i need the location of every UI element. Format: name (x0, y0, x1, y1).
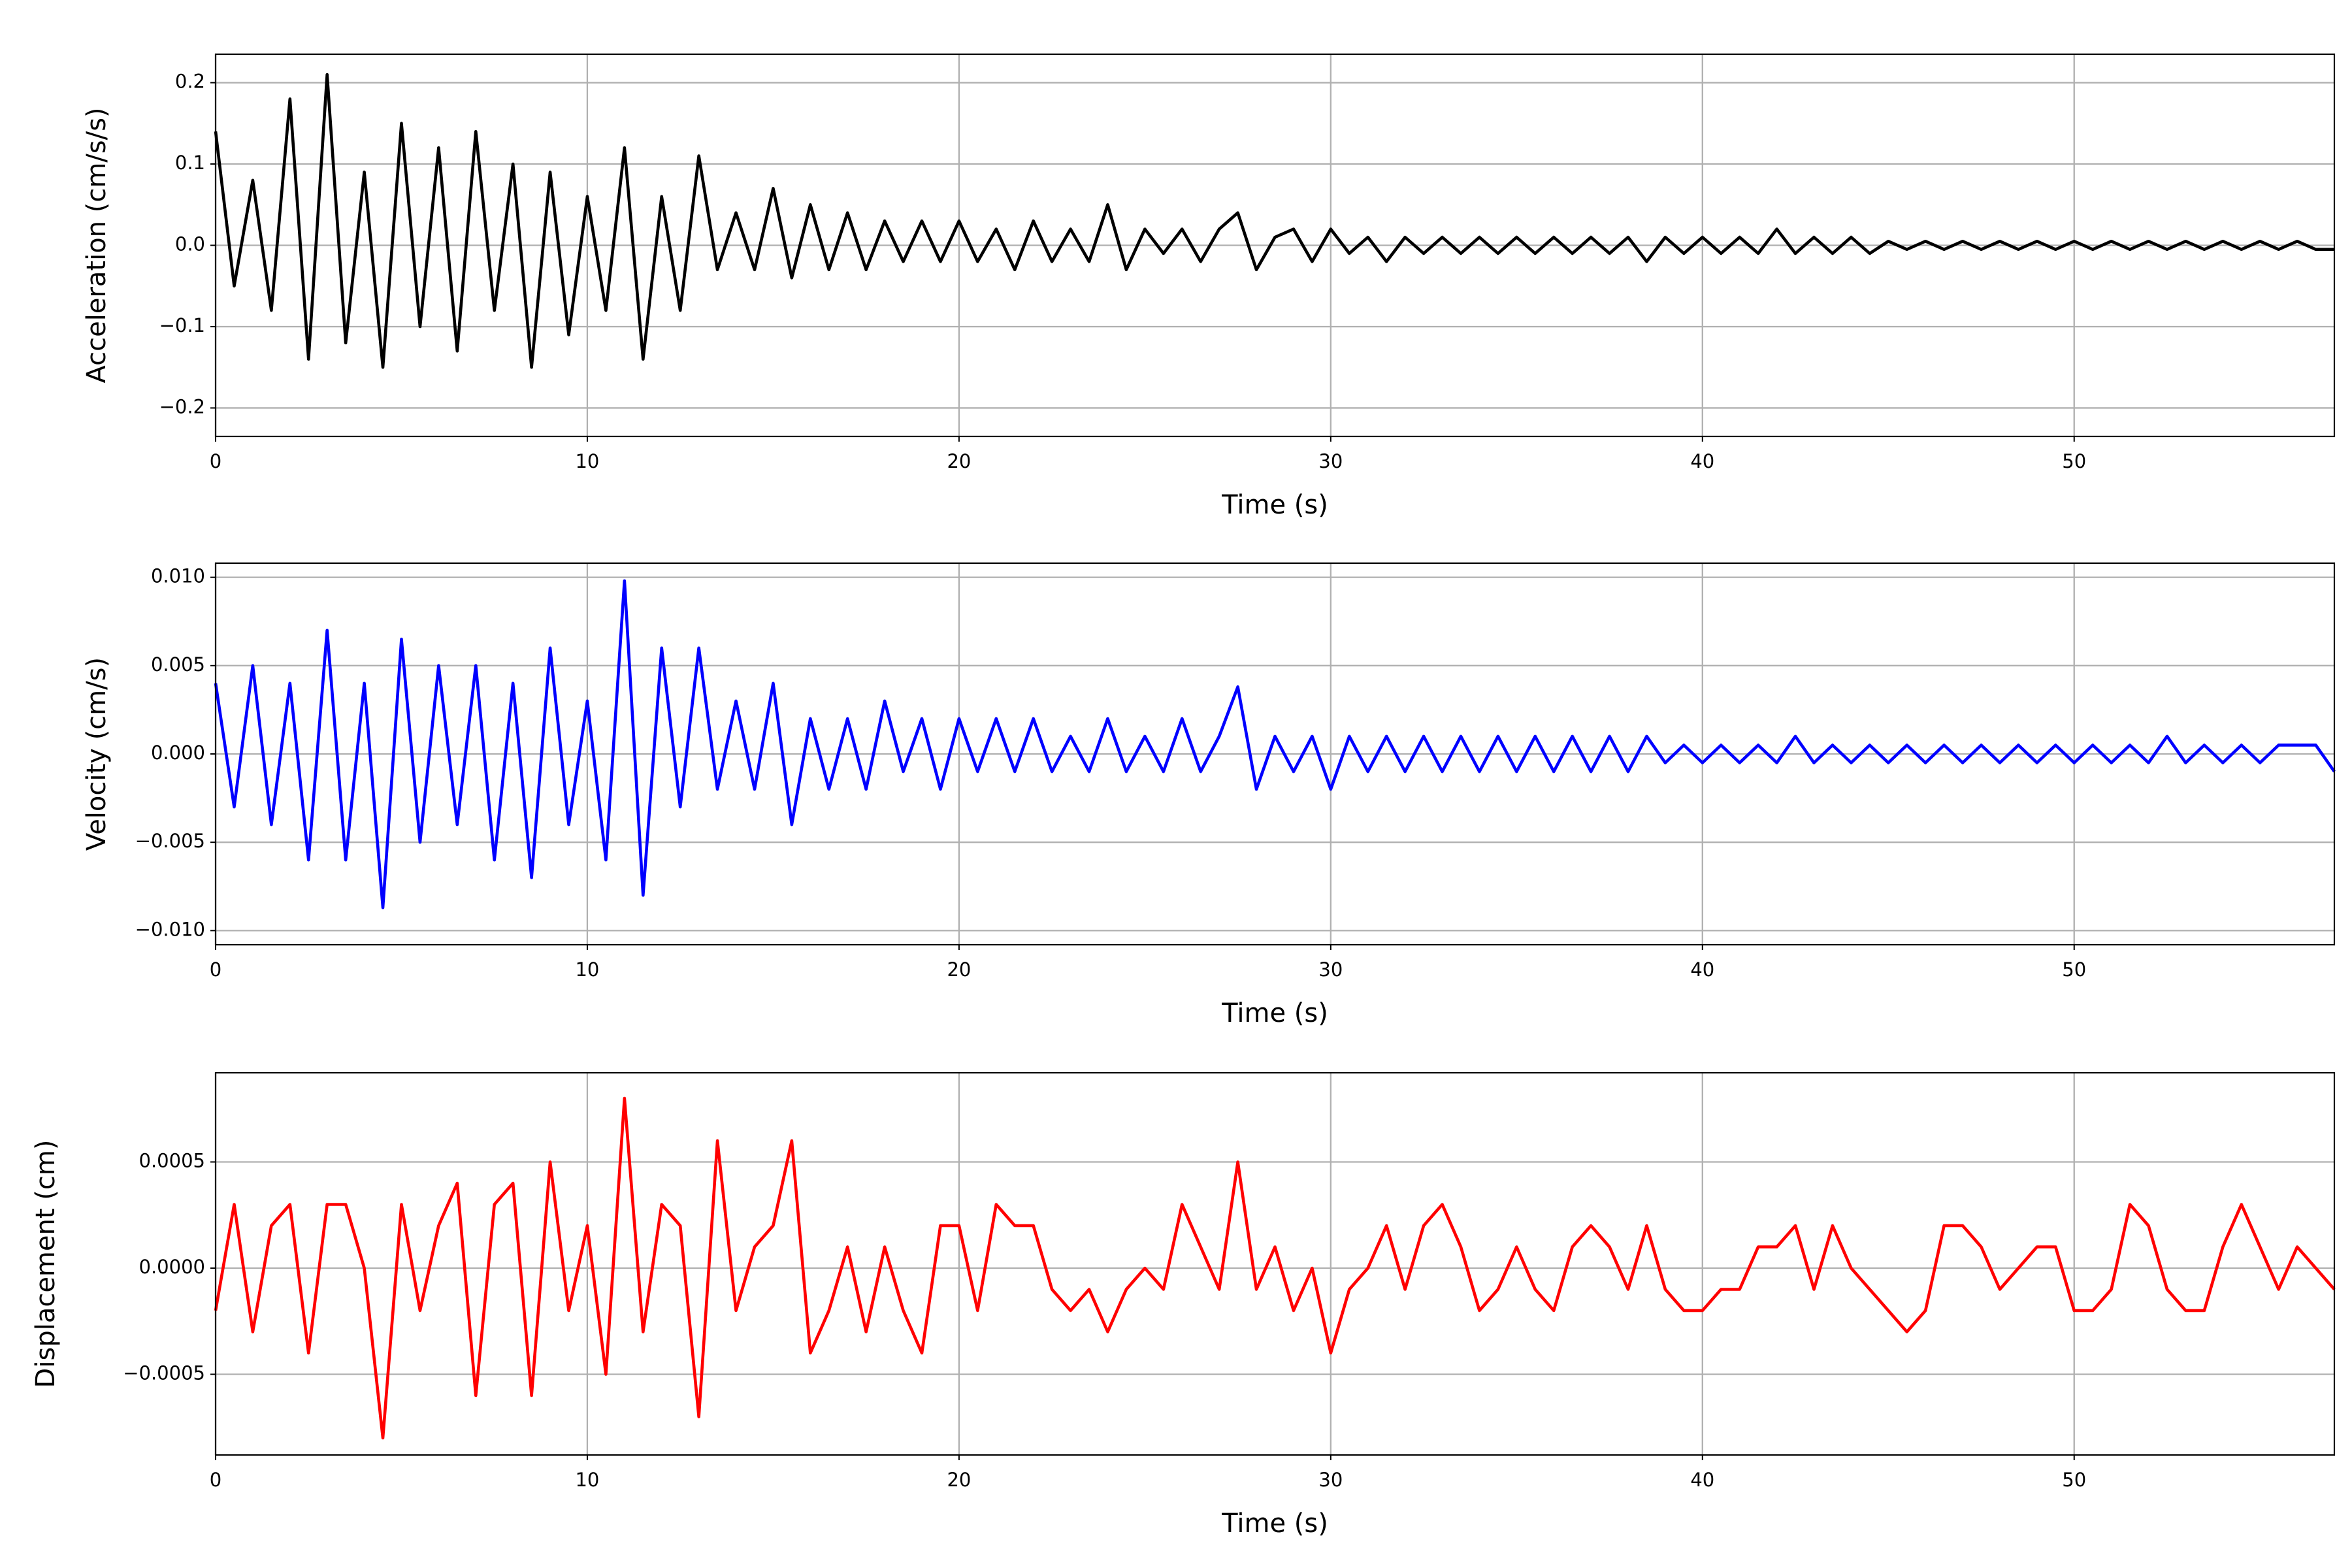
x-tick-label: 20 (947, 958, 971, 981)
y-axis-label: Displacement (cm) (31, 1140, 61, 1388)
x-axis-label: Time (s) (1221, 998, 1328, 1028)
x-tick-label: 40 (1690, 450, 1714, 472)
plot-frame (214, 562, 2336, 946)
x-axis-label: Time (s) (1221, 490, 1328, 520)
y-axis-label: Velocity (cm/s) (82, 657, 112, 851)
x-tick-label: 0 (210, 958, 221, 981)
x-tick-label: 50 (2062, 958, 2086, 981)
y-tick-label: 0.000 (151, 742, 205, 764)
y-tick-label: 0.0 (175, 233, 205, 255)
y-axis-label: Acceleration (cm/s/s) (82, 107, 112, 383)
x-tick-label: 50 (2062, 450, 2086, 472)
y-tick-label: 0.2 (175, 71, 205, 93)
x-tick-label: 10 (575, 958, 599, 981)
x-tick-label: 0 (210, 1469, 221, 1491)
x-tick-label: 30 (1318, 450, 1343, 472)
x-tick-label: 40 (1690, 958, 1714, 981)
data-line (214, 1096, 2336, 1440)
x-tick-label: 20 (947, 450, 971, 472)
x-tick-label: 40 (1690, 1469, 1714, 1491)
x-tick-label: 10 (575, 450, 599, 472)
x-tick-label: 0 (210, 450, 221, 472)
y-tick-label: −0.010 (135, 918, 205, 940)
y-tick-label: −0.1 (159, 314, 205, 336)
x-tick-label: 10 (575, 1469, 599, 1491)
y-tick-label: 0.0000 (139, 1256, 205, 1278)
y-tick-label: 0.0005 (139, 1150, 205, 1172)
y-tick-label: 0.010 (151, 565, 205, 587)
data-line (214, 579, 2336, 909)
x-axis-label: Time (s) (1221, 1509, 1328, 1539)
y-tick-label: 0.005 (151, 653, 205, 676)
plot-frame (214, 53, 2336, 438)
x-tick-label: 30 (1318, 1469, 1343, 1491)
data-line (214, 73, 2334, 369)
x-tick-label: 20 (947, 1469, 971, 1491)
x-tick-label: 50 (2062, 1469, 2086, 1491)
x-tick-label: 30 (1318, 958, 1343, 981)
y-tick-label: −0.005 (135, 830, 205, 852)
y-tick-label: −0.2 (159, 395, 205, 417)
plot-frame (214, 1071, 2336, 1456)
y-tick-label: 0.1 (175, 152, 205, 174)
y-tick-label: −0.0005 (123, 1362, 205, 1384)
